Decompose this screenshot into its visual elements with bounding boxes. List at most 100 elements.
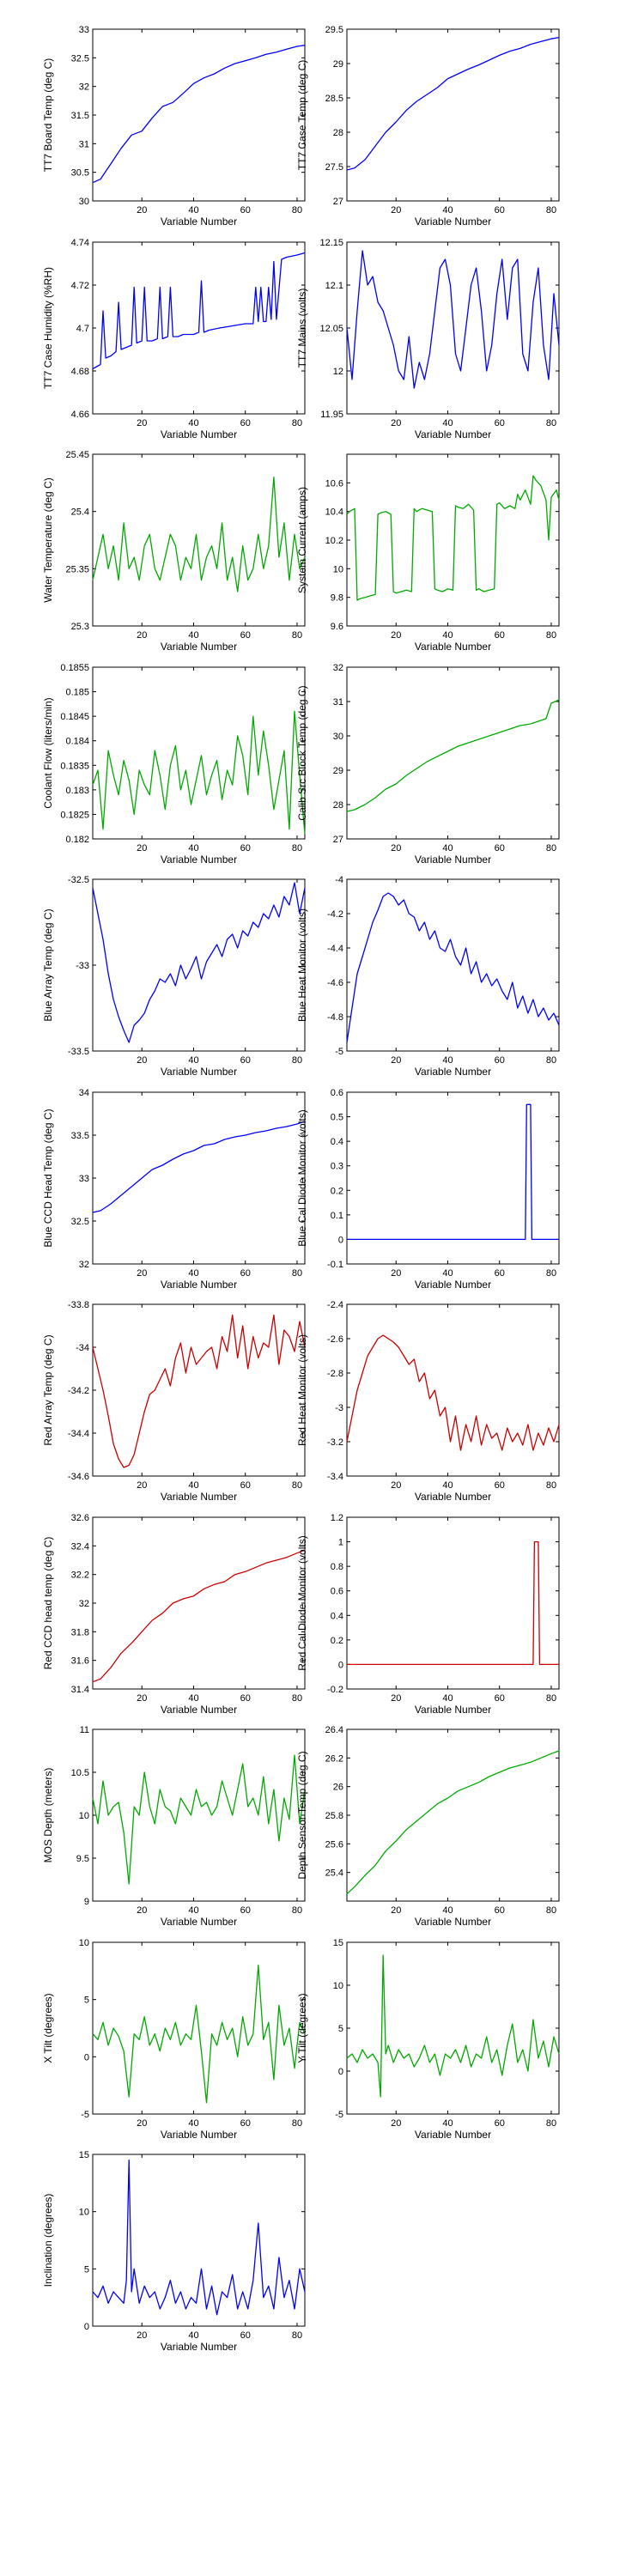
x-tick-label: 60 [495,1268,505,1279]
x-tick-label: 80 [292,1055,302,1066]
y-tick-label: 25.8 [325,1811,343,1821]
y-tick-label: 32.2 [71,1571,89,1581]
y-tick-label: 15 [333,1938,343,1948]
y-tick-label: 25.4 [71,507,89,518]
series-line [346,250,560,389]
y-tick-label: 31.5 [71,111,89,121]
y-tick-label: 26 [333,1783,343,1793]
y-tick-label: 0.1855 [60,663,89,673]
plot-frame [92,1728,306,1902]
series-line [346,1954,560,2098]
x-tick-label: 80 [546,1268,556,1279]
plot-frame [92,878,306,1052]
x-tick-label: 80 [546,630,556,641]
series-line [92,45,306,184]
y-axis-label: Blue Heat Monitor (volts) [296,908,308,1022]
x-tick-label: 40 [442,1905,453,1916]
chart-panel: 25.4 25.6 25.8 26 26.2 26.4 20 40 60 80 Variable N… [296,1725,560,1928]
chart-panel: -34.6 -34.4 -34.2 -34 -33.8 20 40 60 80 Variable … [42,1300,306,1503]
y-tick-label: 26.4 [325,1725,343,1735]
y-tick-label: 28.5 [325,94,343,104]
x-tick-label: 80 [292,1480,302,1491]
x-tick-label: 40 [188,2330,198,2341]
x-tick-label: 60 [240,1055,251,1066]
chart-panel: -33.5 -33 -32.5 20 40 60 80 Variable Number Blue… [42,875,306,1078]
chart-panel: -5 0 5 10 15 20 40 60 80 Variable Number Y Tilt (d… [296,1938,560,2141]
x-axis-label: Variable Number [161,1491,237,1503]
y-tick-label: 0.6 [331,1587,343,1597]
x-tick-label: 20 [391,1905,401,1916]
x-tick-label: 40 [188,205,198,216]
y-tick-label: 31.8 [71,1627,89,1637]
x-axis-label: Variable Number [161,1279,237,1291]
y-axis-label: Red Array Temp (deg C) [42,1334,54,1445]
chart-panel: -5 0 5 10 20 40 60 80 Variable Number X Tilt (deg… [42,1938,306,2141]
y-tick-label: -4 [335,875,343,885]
y-tick-label: 32 [333,663,343,673]
x-tick-label: 40 [188,630,198,641]
x-axis-label: Variable Number [415,1704,491,1716]
plot-frame [346,241,560,415]
y-tick-label: 25.3 [71,622,89,632]
x-tick-label: 20 [137,2118,147,2129]
y-tick-label: 33 [79,1174,89,1184]
y-axis-label: TT7 Board Temp (deg C) [42,58,54,173]
y-tick-label: 32 [79,1260,89,1270]
x-tick-label: 20 [137,2330,147,2341]
x-axis-label: Variable Number [415,1279,491,1291]
y-tick-label: -3.4 [327,1472,343,1482]
y-tick-label: 26.2 [325,1753,343,1764]
y-tick-label: -5 [335,1047,343,1057]
y-axis-label: Inclination (degrees) [42,2194,54,2287]
y-tick-label: 0 [84,2052,89,2063]
y-tick-label: -34.6 [68,1472,89,1482]
y-tick-label: 10.4 [325,507,343,518]
y-tick-label: 5 [84,2264,89,2275]
chart-panel: 11.95 12 12.05 12.1 12.15 20 40 60 80 Variable Nu… [296,238,560,440]
x-axis-label: Variable Number [415,854,491,866]
y-tick-label: -34.4 [68,1429,89,1439]
x-tick-label: 80 [292,1693,302,1704]
y-tick-label: 4.74 [71,238,89,248]
x-tick-label: 60 [240,1693,251,1704]
y-tick-label: -33 [76,961,89,971]
x-tick-label: 20 [391,418,401,428]
x-tick-label: 60 [495,1693,505,1704]
x-tick-label: 20 [137,1693,147,1704]
y-tick-label: 0.2 [331,1186,343,1196]
y-tick-label: 0.1845 [60,712,89,722]
x-tick-label: 60 [240,418,251,428]
series-line [347,1103,559,1241]
x-tick-label: 20 [391,1055,401,1066]
y-tick-label: 10 [79,2208,89,2218]
x-tick-label: 20 [391,630,401,641]
x-tick-label: 40 [442,418,453,428]
x-tick-label: 80 [292,843,302,854]
series-line [92,1121,306,1213]
y-axis-label: Red Heat Monitor (volts) [296,1334,308,1446]
x-tick-label: 60 [240,843,251,854]
y-tick-label: -3 [335,1403,343,1413]
y-tick-label: 25.6 [325,1839,343,1850]
x-tick-label: 80 [292,418,302,428]
x-axis-label: Variable Number [161,1066,237,1078]
x-tick-label: 80 [292,1905,302,1916]
x-tick-label: 20 [391,205,401,216]
plot-frame [346,1941,560,2115]
y-tick-label: 0.6 [331,1088,343,1098]
x-tick-label: 20 [137,630,147,641]
x-axis-label: Variable Number [161,854,237,866]
chart-panel: 9.6 9.8 10 10.2 10.4 10.6 20 40 60 80 Variable Num… [296,453,560,653]
y-axis-label: MOS Depth (meters) [42,1768,54,1863]
y-tick-label: 5 [84,1996,89,2006]
x-tick-label: 80 [546,1055,556,1066]
y-tick-label: 0 [84,2322,89,2332]
y-tick-label: 0 [338,1660,343,1670]
y-tick-label: 9.8 [331,593,343,604]
y-tick-label: -34.2 [68,1386,89,1396]
x-tick-label: 20 [137,418,147,428]
x-tick-label: 60 [495,205,505,216]
y-tick-label: 33.5 [71,1131,89,1141]
x-tick-label: 60 [240,1268,251,1279]
x-tick-label: 20 [137,205,147,216]
